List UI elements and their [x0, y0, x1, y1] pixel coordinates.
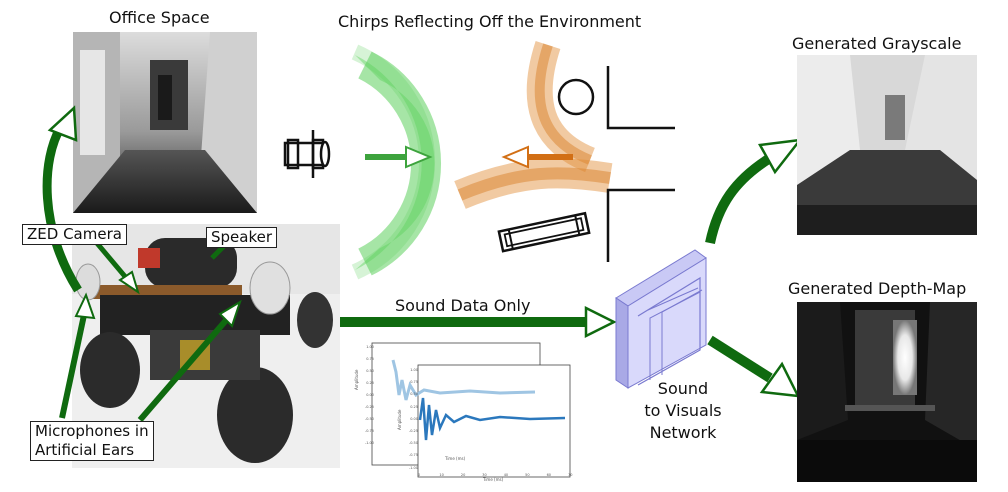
generated-depth-title: Generated Depth-Map [788, 279, 967, 298]
front-ytick-7: -0.75 [408, 453, 418, 458]
microphones-label-line-2: Artificial Ears [35, 441, 135, 459]
back-ytick-4: 0.00 [366, 393, 374, 397]
returning-echo-waves [454, 40, 613, 209]
back-ytick-7: -0.75 [364, 429, 374, 433]
back-ytick-8: -1.00 [364, 441, 374, 445]
front-ytick-1: 0.75 [410, 380, 418, 385]
speaker-label: Speaker [206, 227, 278, 248]
waveform-plot [371, 342, 571, 478]
back-ytick-5: -0.25 [364, 405, 374, 409]
back-ytick-0: 1.00 [366, 345, 374, 349]
microphone-pointers [59, 292, 242, 422]
waveform-front-yticks: 1.00 0.75 0.50 0.25 0.00 -0.25 -0.50 -0.75 -1.00 [404, 364, 418, 474]
back-ytick-6: -0.50 [364, 417, 374, 421]
robot-car-top-icon [283, 130, 331, 178]
zed-camera-label: ZED Camera [22, 224, 127, 245]
waveform-back-yticks: 1.00 0.75 0.50 0.25 0.00 -0.25 -0.50 -0.75 -1.00 [360, 341, 374, 449]
network-label: Sound to Visuals Network [628, 378, 738, 444]
back-ytick-2: 0.50 [366, 369, 374, 373]
front-xtick-1: 10 [439, 473, 444, 477]
to-depth-arrow [707, 335, 801, 398]
waveform-front-xlabel: Time (ms) [483, 477, 504, 482]
front-xtick-4: 40 [503, 473, 509, 477]
front-ytick-5: -0.25 [408, 429, 418, 434]
circle-object-icon [557, 78, 595, 116]
sound-data-arrow [340, 305, 617, 339]
back-ytick-3: 0.25 [366, 381, 374, 385]
front-ytick-8: -1.00 [408, 465, 418, 470]
front-ytick-6: -0.50 [408, 441, 418, 446]
box-object-icon [497, 211, 591, 253]
office-space-title: Office Space [109, 8, 210, 27]
back-ytick-1: 0.75 [366, 357, 374, 361]
sound-data-only-label: Sound Data Only [395, 296, 531, 315]
waveform-back-xlabel: Time (ms) [445, 456, 466, 461]
returning-echo-arrow [501, 145, 573, 169]
network-block [615, 249, 707, 389]
to-grayscale-arrow [705, 138, 803, 245]
front-xtick-2: 20 [460, 473, 466, 477]
network-label-line-3: Network [649, 423, 717, 442]
front-ytick-2: 0.50 [410, 392, 418, 397]
back-waveform [391, 359, 536, 401]
outgoing-chirp-arrow [365, 145, 433, 169]
chirps-title: Chirps Reflecting Off the Environment [338, 12, 642, 31]
front-xtick-7: 70 [568, 473, 573, 477]
generated-grayscale-image [797, 55, 977, 235]
microphones-label-line-1: Microphones in [35, 422, 149, 440]
network-label-line-1: Sound [657, 379, 709, 398]
front-xtick-5: 50 [525, 473, 530, 477]
front-ytick-0: 1.00 [410, 368, 418, 372]
generated-grayscale-title: Generated Grayscale [792, 34, 962, 53]
waveform-front-ylabel: Amplitude [397, 409, 402, 431]
network-label-line-2: to Visuals [644, 401, 722, 420]
microphones-label: Microphones in Artificial Ears [30, 421, 154, 461]
front-ytick-3: 0.25 [410, 404, 418, 409]
outgoing-chirp-wave [351, 44, 442, 280]
front-ytick-4: 0.00 [410, 416, 418, 421]
corner-object-icon [606, 66, 675, 262]
front-waveform [418, 397, 566, 441]
front-xtick-0: 0 [418, 473, 421, 477]
camera-to-office-arrow [42, 105, 82, 293]
office-space-image [73, 32, 257, 213]
generated-depth-image [797, 302, 977, 482]
waveform-back-ylabel: Amplitude [354, 369, 359, 391]
front-xtick-6: 60 [546, 473, 552, 477]
zed-camera-pointer [94, 240, 140, 295]
front-xtick-3: 30 [482, 473, 487, 477]
